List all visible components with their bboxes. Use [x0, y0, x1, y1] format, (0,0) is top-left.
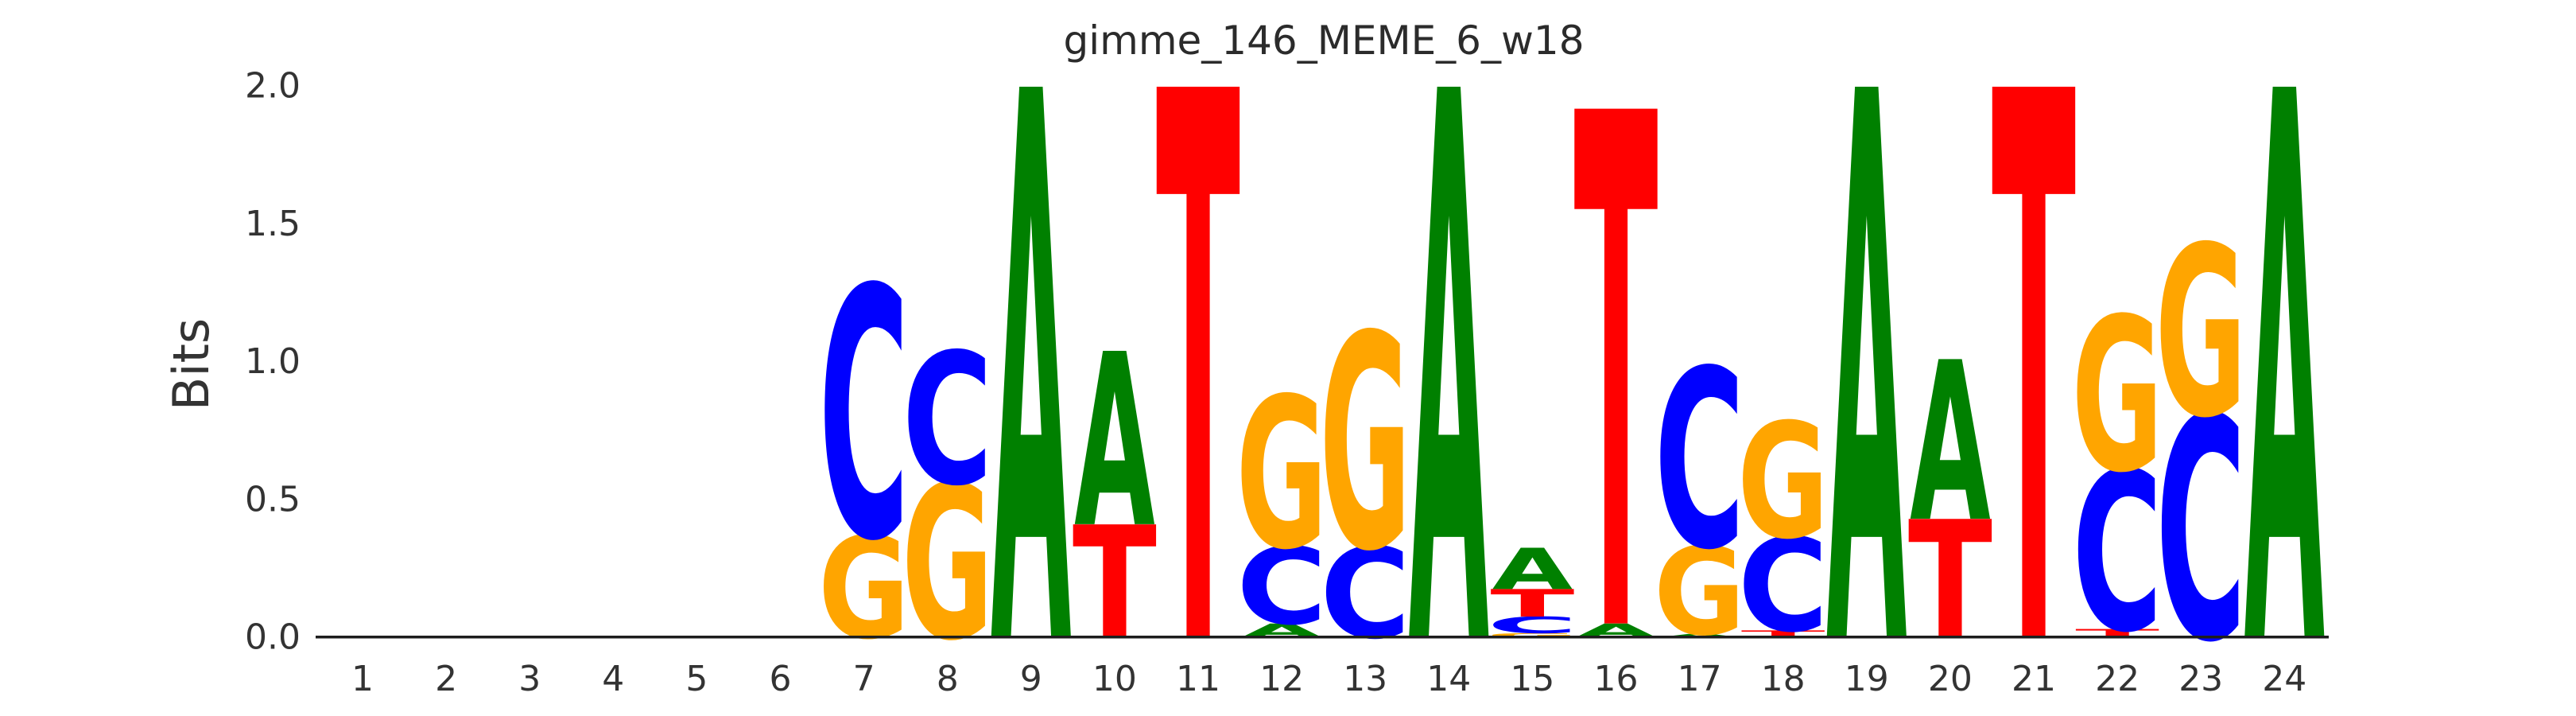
logo-letter-A: A	[1826, 0, 1907, 716]
y-axis-label: Bits	[162, 318, 220, 411]
y-tick-label: 0.5	[245, 479, 301, 519]
x-tick-label: 2	[435, 659, 457, 699]
y-tick-labels: 0.0 0.5 1.0 1.5 2.0	[245, 66, 301, 658]
logo-letter-G: G	[818, 508, 910, 671]
x-tick-label: 8	[937, 659, 959, 699]
x-tick-label: 18	[1761, 659, 1806, 699]
x-tick-label: 7	[853, 659, 875, 699]
x-tick-label: 4	[602, 659, 624, 699]
logo-letter-G: G	[1236, 354, 1328, 596]
y-tick-label: 0.0	[245, 617, 301, 658]
x-axis-baseline	[316, 636, 2329, 639]
y-tick-label: 1.0	[245, 341, 301, 382]
logo-letter-A: A	[2244, 0, 2326, 716]
x-tick-label: 5	[685, 659, 708, 699]
logo-letter-A: A	[1074, 305, 1155, 581]
logo-letter-G: G	[902, 442, 993, 688]
logo-letter-C: C	[1236, 526, 1327, 648]
logo-letter-C: C	[2155, 355, 2246, 710]
x-tick-label: 12	[1259, 659, 1304, 699]
chart-title: gimme_146_MEME_6_w18	[1063, 18, 1584, 64]
logo-letter-C: C	[902, 314, 993, 525]
x-tick-label: 3	[518, 659, 541, 699]
x-tick-label: 6	[770, 659, 792, 699]
logo-letter-C: C	[1320, 521, 1410, 667]
logo-letter-T: T	[1156, 0, 1241, 716]
logo-letter-C: C	[1655, 317, 1745, 604]
x-tick-label: 21	[2012, 659, 2056, 699]
logo-letter-G: G	[1737, 389, 1829, 574]
x-tick-label: 17	[1678, 659, 1722, 699]
logo-letter-G: G	[2155, 197, 2247, 469]
x-tick-label: 14	[1426, 659, 1471, 699]
logo-letter-T: T	[1908, 487, 1992, 675]
x-tick-label: 19	[1845, 659, 1889, 699]
logo-letter-A: A	[991, 0, 1072, 716]
logo-letter-C: C	[819, 216, 910, 617]
logo-letter-stacks: GCGCATATACGCGAGCTAATAGCTCGATATTCGCGA	[818, 0, 2326, 716]
x-tick-label: 15	[1510, 659, 1554, 699]
logo-letter-A: A	[1409, 0, 1490, 716]
x-tick-label: 13	[1343, 659, 1387, 699]
logo-letter-A: A	[1910, 316, 1991, 570]
y-tick-label: 1.5	[245, 204, 301, 244]
logo-letter-G: G	[2072, 274, 2163, 519]
logo-letter-T: T	[1992, 0, 2077, 716]
logo-letter-T: T	[1490, 582, 1574, 625]
logo-letter-T: T	[1574, 0, 1659, 716]
x-tick-labels: 1 2 3 4 5 6 7 8 9 10 11 12 13 14 15 16 17 18 19 20 21 22 23 24	[351, 659, 2306, 699]
y-tick-label: 2.0	[245, 66, 301, 107]
x-tick-label: 10	[1092, 659, 1137, 699]
logo-letter-G: G	[1654, 523, 1745, 663]
x-tick-label: 22	[2095, 659, 2140, 699]
logo-letter-G: G	[1320, 274, 1411, 617]
x-tick-label: 16	[1594, 659, 1639, 699]
x-tick-label: 24	[2262, 659, 2306, 699]
x-tick-label: 23	[2178, 659, 2223, 699]
logo-letter-A: A	[1492, 536, 1573, 602]
x-tick-label: 1	[351, 659, 374, 699]
x-tick-label: 20	[1928, 659, 1973, 699]
x-tick-label: 9	[1020, 659, 1042, 699]
logo-letter-C: C	[2072, 426, 2163, 681]
logo-letter-G: G	[1487, 632, 1578, 638]
logo-letter-C: C	[1487, 613, 1577, 639]
logo-letter-T: T	[1073, 494, 1157, 675]
x-tick-label: 11	[1176, 659, 1220, 699]
